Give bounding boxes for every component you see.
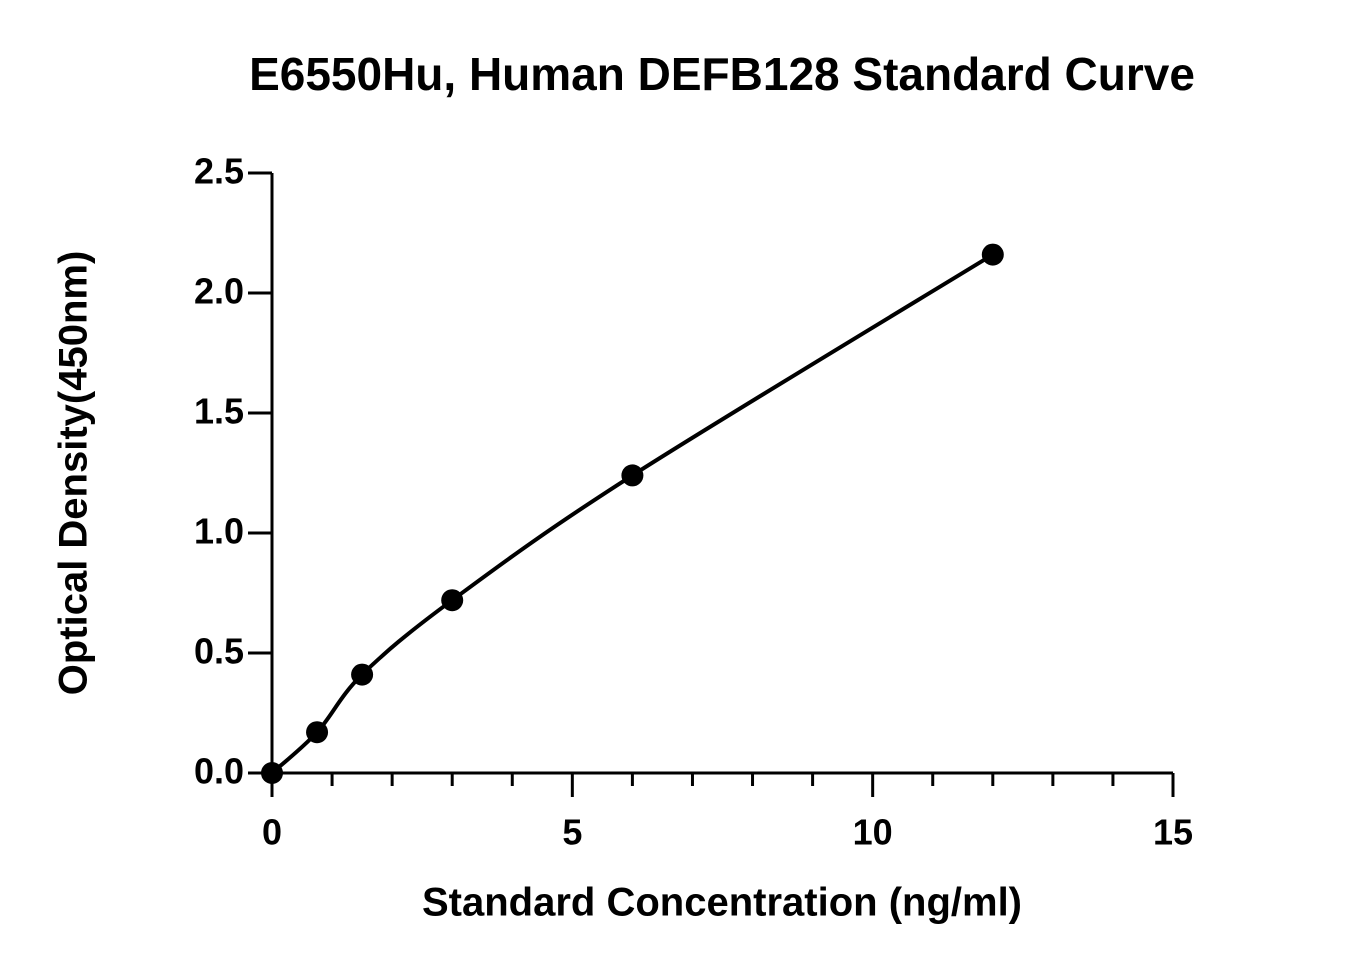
y-axis-title: Optical Density(450nm) (52, 251, 96, 696)
data-point (981, 243, 1004, 266)
x-axis-title: Standard Concentration (ng/ml) (422, 881, 1022, 925)
y-tick-label: 0.5 (194, 631, 244, 672)
y-tick-label: 2.0 (194, 271, 244, 312)
data-point (306, 721, 329, 744)
y-tick-label: 2.5 (194, 151, 244, 192)
y-tick-label: 0.0 (194, 751, 244, 792)
x-tick-label: 10 (853, 812, 893, 853)
data-point (441, 589, 464, 612)
data-point (621, 464, 644, 487)
fit-curve (270, 252, 994, 775)
y-tick-label: 1.5 (194, 391, 244, 432)
chart-title: E6550Hu, Human DEFB128 Standard Curve (249, 48, 1195, 100)
x-tick-label: 0 (262, 812, 282, 853)
data-point (351, 663, 374, 686)
x-tick-label: 15 (1153, 812, 1193, 853)
data-point (261, 762, 283, 784)
x-tick-label: 5 (562, 812, 582, 853)
y-tick-label: 1.0 (194, 511, 244, 552)
